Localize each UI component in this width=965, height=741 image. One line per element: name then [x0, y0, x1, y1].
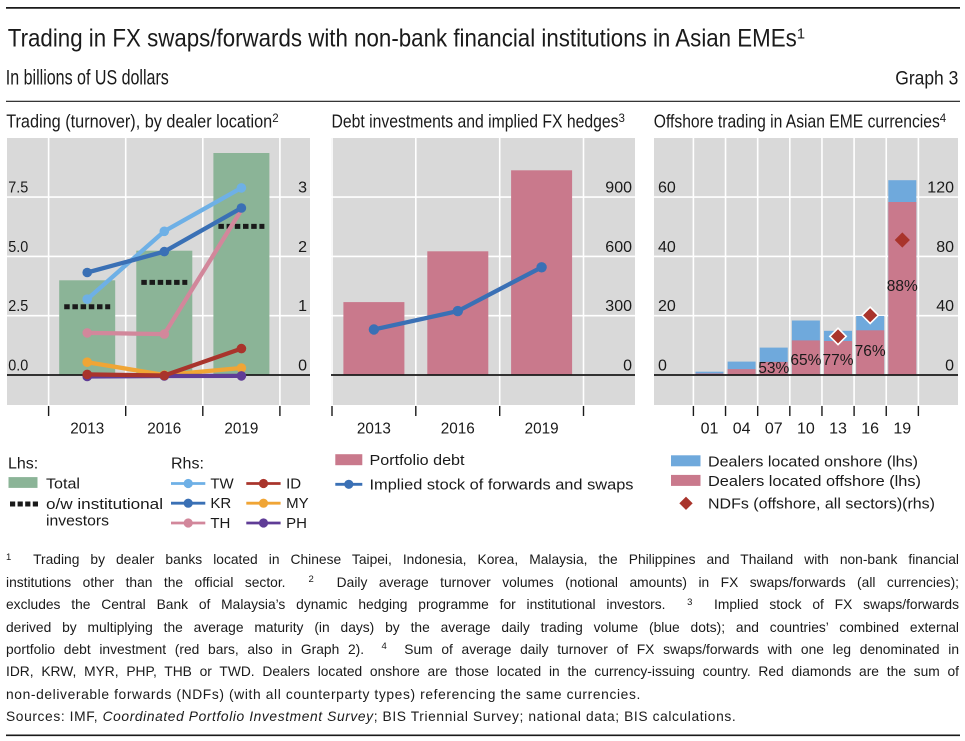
svg-text:2.5: 2.5 — [8, 298, 28, 315]
svg-text:2: 2 — [298, 239, 307, 256]
svg-text:0: 0 — [945, 358, 954, 375]
svg-text:Debt investments and implied F: Debt investments and implied FX hedges3 — [332, 111, 625, 131]
svg-text:1: 1 — [298, 298, 307, 315]
svg-text:Offshore trading in Asian EME: Offshore trading in Asian EME currencies… — [654, 111, 947, 131]
svg-text:TW: TW — [210, 476, 234, 493]
svg-text:Dealers located offshore (lhs): Dealers located offshore (lhs) — [708, 473, 921, 490]
svg-text:65%: 65% — [790, 352, 821, 369]
svg-text:Dealers located onshore (lhs): Dealers located onshore (lhs) — [708, 453, 918, 470]
svg-text:77%: 77% — [823, 352, 854, 369]
svg-text:900: 900 — [605, 180, 632, 197]
svg-text:2016: 2016 — [441, 421, 475, 438]
svg-text:2019: 2019 — [525, 421, 559, 438]
svg-text:Implied stock of forwards and: Implied stock of forwards and swaps — [370, 476, 634, 493]
svg-text:Portfolio debt: Portfolio debt — [370, 452, 466, 469]
svg-text:investors: investors — [46, 512, 109, 529]
svg-text:In billions of US dollars: In billions of US dollars — [6, 67, 169, 90]
svg-text:04: 04 — [733, 421, 751, 438]
svg-text:13: 13 — [829, 421, 847, 438]
svg-text:53%: 53% — [758, 360, 789, 377]
svg-text:7.5: 7.5 — [8, 180, 28, 197]
svg-text:Total: Total — [46, 476, 80, 493]
svg-text:NDFs (offshore, all sectors)(r: NDFs (offshore, all sectors)(rhs) — [708, 496, 935, 513]
svg-text:300: 300 — [605, 298, 632, 315]
svg-text:40: 40 — [936, 298, 954, 315]
svg-text:2016: 2016 — [147, 421, 181, 438]
svg-text:TH: TH — [210, 515, 230, 532]
svg-text:ID: ID — [286, 476, 301, 493]
svg-text:88%: 88% — [887, 278, 918, 295]
svg-text:40: 40 — [658, 239, 676, 256]
svg-text:KR: KR — [210, 495, 231, 512]
svg-text:Lhs:: Lhs: — [8, 455, 38, 472]
svg-text:Graph 3: Graph 3 — [895, 68, 958, 90]
svg-text:2019: 2019 — [224, 421, 258, 438]
svg-text:2013: 2013 — [70, 421, 104, 438]
svg-text:5.0: 5.0 — [8, 239, 28, 256]
svg-text:MY: MY — [286, 495, 309, 512]
svg-text:o/w institutional: o/w institutional — [46, 496, 163, 513]
svg-text:PH: PH — [286, 515, 307, 532]
svg-text:01: 01 — [701, 421, 719, 438]
svg-text:80: 80 — [936, 239, 954, 256]
svg-text:600: 600 — [605, 239, 632, 256]
svg-text:0: 0 — [298, 358, 307, 375]
svg-text:07: 07 — [765, 421, 783, 438]
svg-text:16: 16 — [861, 421, 879, 438]
svg-text:3: 3 — [298, 180, 307, 197]
svg-text:76%: 76% — [855, 343, 886, 360]
svg-text:2013: 2013 — [357, 421, 391, 438]
svg-text:Trading (turnover), by dealer: Trading (turnover), by dealer location2 — [6, 111, 278, 131]
svg-text:60: 60 — [658, 180, 676, 197]
svg-text:20: 20 — [658, 298, 676, 315]
svg-text:0.0: 0.0 — [8, 358, 28, 375]
svg-text:0: 0 — [623, 358, 632, 375]
svg-text:120: 120 — [927, 180, 954, 197]
svg-text:Trading in FX swaps/forwards w: Trading in FX swaps/forwards with non-ba… — [8, 25, 805, 53]
svg-text:0: 0 — [658, 358, 667, 375]
svg-text:10: 10 — [797, 421, 815, 438]
svg-text:19: 19 — [893, 421, 911, 438]
svg-text:Rhs:: Rhs: — [171, 455, 204, 472]
